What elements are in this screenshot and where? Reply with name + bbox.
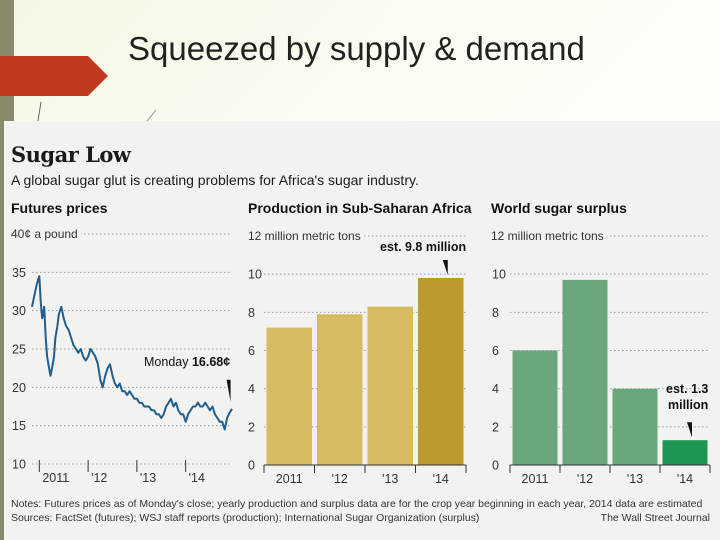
futures-y-tick-label: 35	[12, 266, 26, 280]
surplus-bar	[662, 440, 708, 465]
surplus-y-tick-label: 4	[492, 382, 499, 396]
futures-annotation-prefix: Monday	[144, 355, 189, 369]
production-x-tick-label: '14	[433, 472, 449, 486]
surplus-y-tick-label: 6	[492, 344, 499, 358]
futures-unit-label: 40¢ a pound	[11, 227, 81, 241]
surplus-bar	[562, 279, 608, 465]
futures-chart-title: Futures prices	[11, 200, 108, 216]
surplus-annotation-pointer	[687, 422, 692, 438]
futures-y-tick-label: 10	[12, 458, 26, 472]
futures-x-tick-label: 2011	[42, 471, 69, 485]
futures-annotation-value: 16.68¢	[191, 355, 231, 369]
futures-y-tick-label: 15	[12, 419, 26, 433]
production-y-tick-label: 8	[248, 306, 255, 320]
surplus-bar	[612, 388, 658, 465]
surplus-x-tick-label: 2011	[522, 472, 549, 486]
production-x-tick-label: 2011	[276, 472, 303, 486]
infographic-subtitle: A global sugar glut is creating problems…	[11, 172, 419, 188]
production-y-tick-label: 10	[248, 268, 262, 282]
publication-credit: The Wall Street Journal	[600, 512, 710, 524]
production-y-tick-label: 6	[248, 344, 255, 358]
surplus-y-tick-label: 0	[492, 459, 499, 473]
production-bar	[418, 277, 464, 465]
production-y-tick-label: 4	[248, 382, 255, 396]
title-accent-arrow	[0, 56, 108, 96]
production-annotation: est. 9.8 million	[380, 240, 467, 254]
production-y-tick-label: 2	[248, 420, 255, 434]
surplus-y-tick-label: 2	[492, 420, 499, 434]
footnote-sources: Sources: FactSet (futures); WSJ staff re…	[11, 512, 480, 524]
production-unit-label: 12 million metric tons	[248, 229, 364, 243]
infographic-brand-title: Sugar Low	[11, 142, 131, 167]
production-chart-title: Production in Sub-Saharan Africa	[248, 200, 472, 216]
surplus-y-tick-label: 10	[492, 268, 506, 282]
surplus-unit-label: 12 million metric tons	[491, 229, 607, 243]
production-bar	[317, 314, 363, 465]
surplus-x-tick-label: '14	[677, 472, 693, 486]
footnote-notes: Notes: Futures prices as of Monday's clo…	[11, 498, 703, 510]
production-y-tick-label: 0	[248, 459, 255, 473]
futures-x-tick-label: '12	[91, 471, 107, 485]
production-bar	[266, 327, 312, 465]
surplus-bar	[512, 350, 558, 465]
production-x-tick-label: '12	[332, 472, 348, 486]
slide-title: Squeezed by supply & demand	[128, 30, 585, 67]
futures-annotation: Monday 16.68¢	[144, 355, 230, 369]
futures-y-tick-label: 25	[12, 343, 26, 357]
surplus-y-tick-label: 8	[492, 306, 499, 320]
surplus-annotation-line2: million	[668, 398, 709, 412]
futures-y-tick-label: 30	[12, 304, 26, 318]
surplus-annotation-line1: est. 1.3	[666, 382, 709, 396]
surplus-chart-title: World sugar surplus	[491, 200, 627, 216]
production-annotation-pointer	[442, 259, 448, 275]
production-bar	[367, 306, 413, 465]
production-x-tick-label: '13	[382, 472, 398, 486]
surplus-x-tick-label: '12	[577, 472, 593, 486]
futures-annotation-pointer	[226, 379, 231, 402]
surplus-x-tick-label: '13	[627, 472, 643, 486]
futures-y-tick-label: 20	[12, 381, 26, 395]
futures-x-tick-label: '13	[140, 471, 156, 485]
futures-x-tick-label: '14	[189, 471, 205, 485]
futures-price-line	[31, 275, 233, 431]
